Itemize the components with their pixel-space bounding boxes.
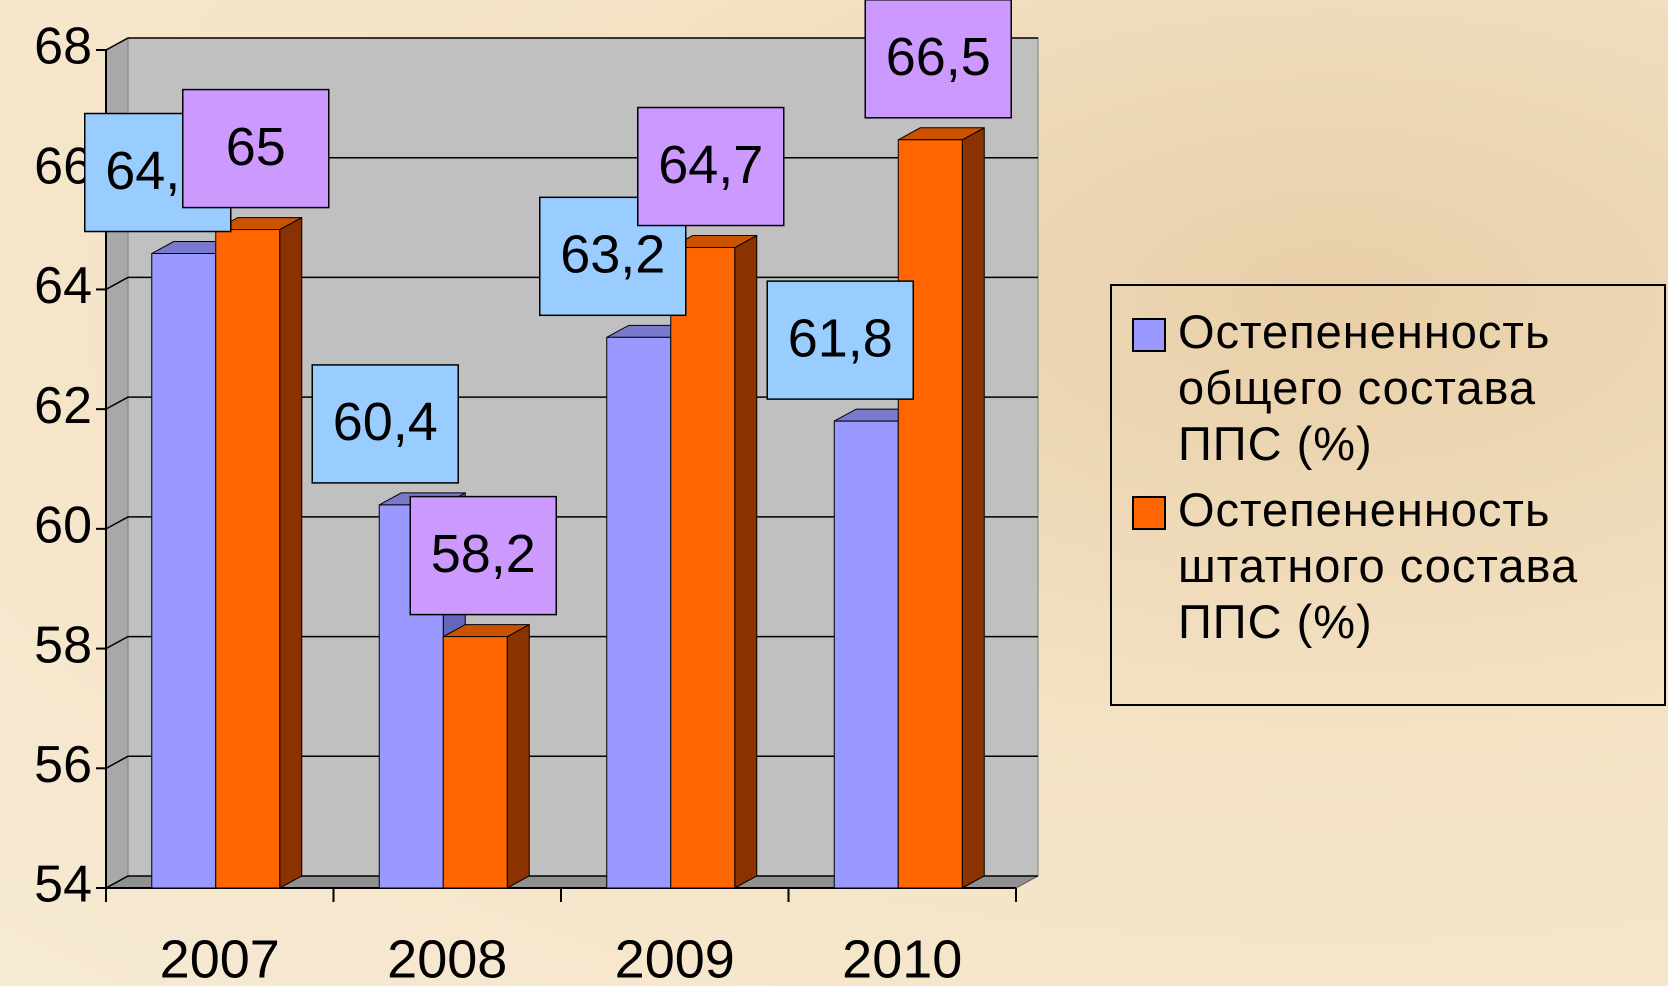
bar-side (506, 623, 530, 889)
bar (606, 336, 672, 889)
value-label: 58,2 (431, 524, 536, 584)
grid-line (105, 37, 1038, 51)
y-tick-label: 60 (34, 497, 92, 555)
x-tick-label: 2009 (615, 929, 735, 986)
legend-label: Остепененность штатного состава ППС (%) (1178, 483, 1579, 648)
legend-item: Остепененность общего состава ППС (%) (1132, 304, 1654, 472)
legend-label: Остепененность общего состава ППС (%) (1178, 305, 1551, 470)
bar-side (279, 216, 303, 889)
value-label-box (539, 196, 687, 317)
bar (670, 247, 736, 889)
y-tick-label: 68 (34, 18, 92, 76)
bar (151, 253, 217, 889)
bar (897, 139, 963, 889)
y-tick-label: 64 (34, 257, 92, 315)
value-label-box (637, 106, 785, 227)
x-tick-label: 2008 (387, 929, 507, 986)
value-label-box (182, 88, 330, 209)
value-label-box (409, 495, 557, 616)
value-label: 66,5 (886, 27, 991, 87)
y-tick-label: 66 (34, 137, 92, 195)
legend-swatch (1132, 496, 1166, 530)
legend: Остепененность общего состава ППС (%) Ост… (1110, 284, 1666, 706)
y-tick-label: 54 (34, 856, 92, 914)
x-tick-label: 2010 (842, 929, 962, 986)
legend-item: Остепененность штатного состава ППС (%) (1132, 482, 1654, 650)
y-tick-label: 62 (34, 377, 92, 435)
bar (215, 229, 281, 889)
value-label-box (864, 0, 1012, 119)
value-label-box (311, 364, 459, 484)
bar (833, 420, 899, 889)
value-label: 65 (226, 117, 286, 177)
legend-swatch (1132, 318, 1166, 352)
value-label: 60,4 (333, 392, 438, 452)
value-label: 64,7 (658, 135, 763, 195)
x-tick-label: 2007 (160, 929, 280, 986)
y-tick-label: 56 (34, 736, 92, 794)
value-label-box (766, 280, 914, 400)
bar-side (734, 234, 758, 889)
value-label: 63,2 (560, 225, 665, 285)
bar-side (961, 126, 985, 889)
bar (442, 636, 508, 889)
y-tick-label: 58 (34, 616, 92, 674)
value-label: 61,8 (788, 308, 893, 368)
